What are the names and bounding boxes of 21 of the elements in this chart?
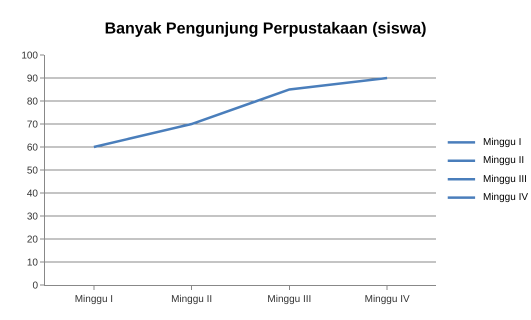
category-label: Minggu IV — [483, 192, 528, 203]
y-tick-label: 40 — [26, 188, 38, 200]
y-tick-label: 90 — [26, 74, 38, 84]
y-tick-label: 70 — [26, 120, 38, 130]
y-tick-label: 10 — [26, 258, 38, 268]
x-tick-label: Minggu III — [267, 294, 312, 305]
chart-title: Banyak Pengunjung Perpustakaan (siswa) — [104, 20, 426, 38]
x-tick-label: Minggu IV — [364, 294, 410, 305]
category-label: Minggu II — [483, 155, 524, 166]
x-tick-label: Minggu I — [74, 294, 114, 305]
y-tick-label: 80 — [26, 96, 38, 108]
y-tick-label: 100 — [21, 50, 38, 62]
x-tick-label: Minggu II — [171, 294, 212, 305]
category-label: Minggu III — [483, 174, 527, 185]
y-tick-label: 0 — [32, 280, 38, 292]
y-tick-label: 20 — [26, 234, 38, 246]
category-label: Minggu I — [483, 137, 522, 148]
y-tick-label: 30 — [26, 212, 38, 222]
y-tick-label: 50 — [26, 166, 38, 176]
y-tick-label: 60 — [26, 142, 38, 154]
line-series — [92, 76, 388, 148]
